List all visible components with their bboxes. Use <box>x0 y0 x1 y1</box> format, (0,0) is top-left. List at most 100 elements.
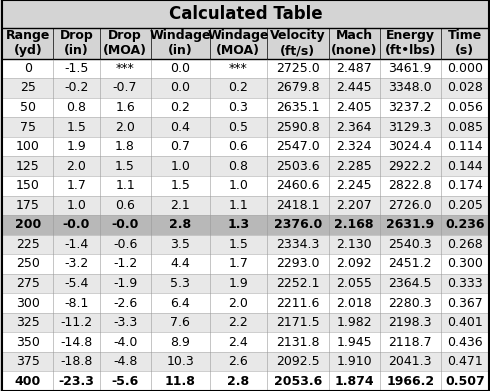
Text: 1.1: 1.1 <box>228 199 248 212</box>
Text: 7.6: 7.6 <box>171 316 190 329</box>
Bar <box>2 371 489 391</box>
Text: (yd): (yd) <box>13 44 42 57</box>
Text: Mach: Mach <box>336 29 373 42</box>
Text: 2451.2: 2451.2 <box>389 257 432 271</box>
Text: (s): (s) <box>455 44 474 57</box>
Text: -2.6: -2.6 <box>113 296 137 310</box>
Text: 4.4: 4.4 <box>171 257 190 271</box>
Text: 250: 250 <box>16 257 40 271</box>
Text: 0.3: 0.3 <box>228 101 248 114</box>
Text: -0.6: -0.6 <box>113 238 137 251</box>
Text: 0.144: 0.144 <box>447 160 483 173</box>
Text: Velocity: Velocity <box>270 29 325 42</box>
Text: (MOA): (MOA) <box>103 44 147 57</box>
Text: 3024.4: 3024.4 <box>389 140 432 153</box>
Text: 11.8: 11.8 <box>165 375 196 388</box>
Text: -0.2: -0.2 <box>64 81 89 95</box>
Text: -0.7: -0.7 <box>113 81 137 95</box>
Text: 2211.6: 2211.6 <box>276 296 319 310</box>
Text: -1.2: -1.2 <box>113 257 137 271</box>
Text: 2252.1: 2252.1 <box>276 277 319 290</box>
Text: 0.507: 0.507 <box>445 375 485 388</box>
Text: 1.9: 1.9 <box>228 277 248 290</box>
Text: 2280.3: 2280.3 <box>389 296 432 310</box>
Bar <box>2 293 489 313</box>
Text: 2364.5: 2364.5 <box>389 277 432 290</box>
Text: 25: 25 <box>20 81 36 95</box>
Text: 50: 50 <box>20 101 36 114</box>
Text: 6.4: 6.4 <box>171 296 190 310</box>
Text: 2376.0: 2376.0 <box>273 218 322 231</box>
Text: 0.333: 0.333 <box>447 277 483 290</box>
Text: 2334.3: 2334.3 <box>276 238 319 251</box>
Text: 2092.5: 2092.5 <box>276 355 319 368</box>
Text: 1.0: 1.0 <box>228 179 248 192</box>
Bar <box>2 117 489 137</box>
Text: 3461.9: 3461.9 <box>389 62 432 75</box>
Text: 0.300: 0.300 <box>447 257 483 271</box>
Text: 2822.8: 2822.8 <box>389 179 432 192</box>
Text: 2.364: 2.364 <box>337 120 372 134</box>
Text: 2.0: 2.0 <box>115 120 135 134</box>
Text: 1.5: 1.5 <box>228 238 248 251</box>
Text: 1.7: 1.7 <box>228 257 248 271</box>
Text: 1.7: 1.7 <box>67 179 86 192</box>
Text: Range: Range <box>5 29 50 42</box>
Text: 2.055: 2.055 <box>336 277 372 290</box>
Text: 2725.0: 2725.0 <box>276 62 319 75</box>
Text: 1.1: 1.1 <box>115 179 135 192</box>
Text: 3129.3: 3129.3 <box>389 120 432 134</box>
Text: ***: *** <box>116 62 134 75</box>
Text: 2.0: 2.0 <box>228 296 248 310</box>
Text: 175: 175 <box>16 199 40 212</box>
Text: 0.0: 0.0 <box>170 81 190 95</box>
Text: 2.092: 2.092 <box>337 257 372 271</box>
Text: (ft/s): (ft/s) <box>280 44 315 57</box>
Text: 2.207: 2.207 <box>336 199 372 212</box>
Text: 2547.0: 2547.0 <box>276 140 319 153</box>
Text: 1.982: 1.982 <box>337 316 372 329</box>
Bar <box>2 28 489 59</box>
Text: 0.000: 0.000 <box>447 62 483 75</box>
Text: 1.6: 1.6 <box>115 101 135 114</box>
Text: ***: *** <box>229 62 247 75</box>
Text: 275: 275 <box>16 277 40 290</box>
Text: 1.0: 1.0 <box>171 160 190 173</box>
Text: 0.056: 0.056 <box>447 101 483 114</box>
Text: -18.8: -18.8 <box>60 355 93 368</box>
Text: -0.0: -0.0 <box>111 218 139 231</box>
Text: -8.1: -8.1 <box>64 296 89 310</box>
Text: 2631.9: 2631.9 <box>386 218 434 231</box>
Text: 125: 125 <box>16 160 40 173</box>
Text: Windage: Windage <box>207 29 269 42</box>
Bar <box>2 98 489 117</box>
Text: -23.3: -23.3 <box>58 375 95 388</box>
Text: 2.018: 2.018 <box>336 296 372 310</box>
Text: 1.874: 1.874 <box>334 375 374 388</box>
Text: 2418.1: 2418.1 <box>276 199 319 212</box>
Text: 0.114: 0.114 <box>447 140 483 153</box>
Text: 2540.3: 2540.3 <box>389 238 432 251</box>
Text: -5.4: -5.4 <box>64 277 89 290</box>
Text: 2171.5: 2171.5 <box>276 316 319 329</box>
Text: 300: 300 <box>16 296 40 310</box>
Text: 150: 150 <box>16 179 40 192</box>
Text: 2.2: 2.2 <box>228 316 248 329</box>
Text: 2053.6: 2053.6 <box>273 375 322 388</box>
Text: (in): (in) <box>64 44 89 57</box>
Text: 375: 375 <box>16 355 40 368</box>
Text: 8.9: 8.9 <box>171 335 190 349</box>
Text: 2503.6: 2503.6 <box>276 160 319 173</box>
Text: Drop: Drop <box>60 29 93 42</box>
Text: 2.168: 2.168 <box>335 218 374 231</box>
Text: 0: 0 <box>24 62 32 75</box>
Text: 0.085: 0.085 <box>447 120 483 134</box>
Text: 1.5: 1.5 <box>67 120 86 134</box>
Text: 2131.8: 2131.8 <box>276 335 319 349</box>
Bar <box>2 332 489 352</box>
Text: 0.8: 0.8 <box>67 101 86 114</box>
Text: 0.471: 0.471 <box>447 355 483 368</box>
Bar <box>2 196 489 215</box>
Text: 0.7: 0.7 <box>170 140 190 153</box>
Text: -4.8: -4.8 <box>113 355 137 368</box>
